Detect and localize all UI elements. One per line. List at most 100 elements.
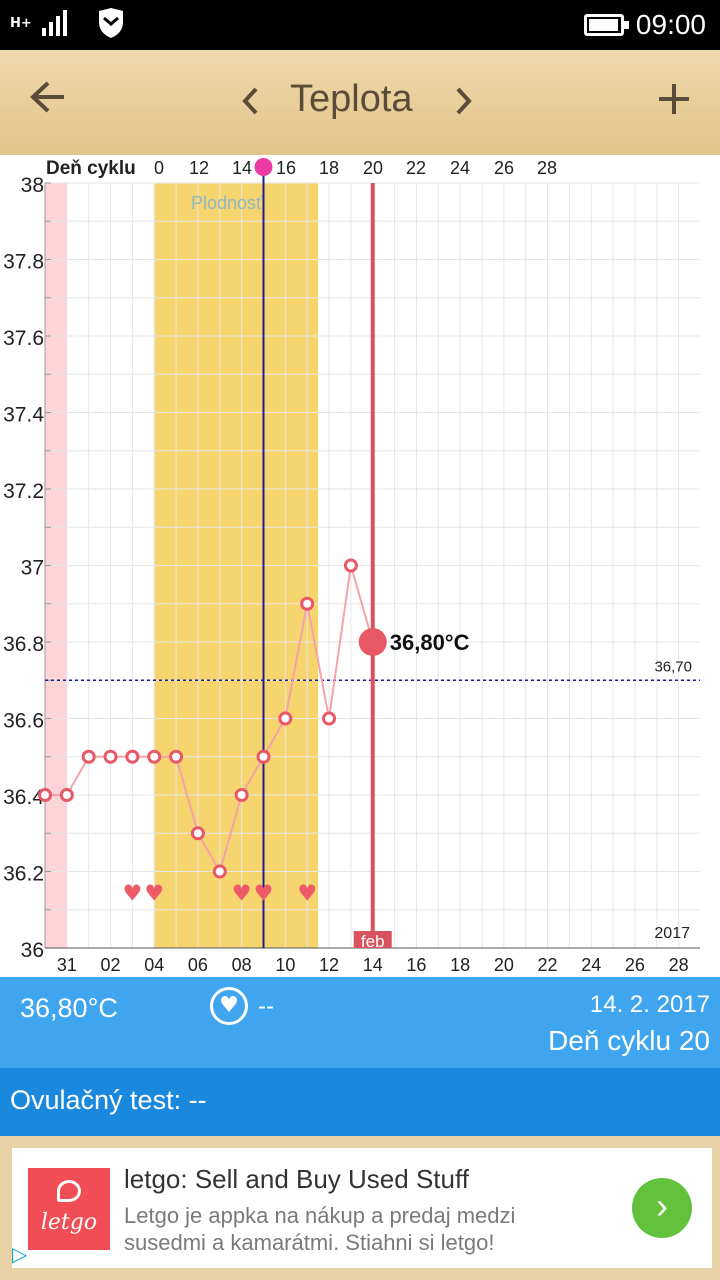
cycle-tick-label: 14	[232, 158, 252, 178]
intercourse-heart-icon: ♥	[232, 882, 252, 907]
intercourse-heart-icon: ♥	[123, 882, 143, 907]
logo-mark-icon	[57, 1180, 81, 1202]
x-tick-label: 14	[363, 955, 383, 975]
temperature-point	[278, 711, 293, 726]
chart-svg[interactable]: 36 36.2 36.4 36.6 36.8 37 37.2 37.4 37.6 37.8 38 31…	[0, 155, 720, 977]
temperature-point	[234, 788, 249, 802]
x-tick-label: 06	[188, 955, 208, 975]
y-tick-label: 37.8	[3, 251, 44, 274]
temperature-line	[45, 565, 374, 875]
selected-point	[358, 628, 387, 656]
y-tick-label: 37.4	[3, 404, 44, 427]
ovulation-marker	[254, 158, 273, 176]
ovulation-test-bar[interactable]: Ovulačný test: --	[0, 1068, 720, 1136]
x-tick-label: 20	[494, 955, 514, 975]
temperature-point	[38, 788, 52, 802]
cycle-tick-label: 22	[406, 158, 426, 178]
status-icons: H+	[10, 8, 126, 38]
coverline-label: 36,70	[654, 658, 692, 675]
cycle-tick-label: 12	[189, 158, 209, 178]
temperature-point	[147, 749, 162, 764]
temperature-point	[125, 749, 140, 764]
intercourse-heart-icon: ♥	[297, 882, 317, 907]
toolbar: Teplota	[0, 50, 720, 155]
y-tick-label: 36.4	[3, 786, 44, 809]
intercourse-heart-icon: ♥	[144, 882, 164, 907]
y-tick-label: 36.6	[3, 710, 44, 733]
y-tick-label: 37	[21, 557, 44, 580]
x-tick-label: 24	[581, 955, 601, 975]
chevron-right-icon	[456, 87, 472, 115]
x-tick-label: 16	[406, 955, 426, 975]
x-tick-label: 10	[275, 955, 295, 975]
temperature-point	[169, 749, 184, 764]
ad-title: letgo: Sell and Buy Used Stuff	[124, 1164, 469, 1194]
temperature-chart[interactable]: 36 36.2 36.4 36.6 36.8 37 37.2 37.4 37.6 37.8 38 31…	[0, 155, 720, 977]
selected-point-label: 36,80°C	[390, 630, 470, 655]
year-label: 2017	[654, 925, 690, 942]
ovulation-test-text: Ovulačný test: --	[10, 1085, 207, 1115]
back-button[interactable]	[30, 78, 66, 122]
temperature-point	[103, 749, 118, 764]
cycle-tick-label: 0	[154, 158, 164, 178]
next-button[interactable]	[454, 82, 474, 126]
ad-description: Letgo je appka na nákup a predaj medzi s…	[124, 1203, 516, 1255]
add-button[interactable]	[658, 76, 690, 120]
y-tick-label: 38	[21, 174, 44, 197]
adchoices-icon[interactable]: ▷	[12, 1242, 28, 1266]
prev-button[interactable]	[240, 82, 260, 126]
selected-date: 14. 2. 2017	[589, 991, 710, 1018]
intercourse-heart-icon: ♥	[254, 882, 274, 907]
heart-icon: ♥	[210, 987, 248, 1025]
intercourse-value: --	[258, 993, 274, 1020]
plus-icon	[659, 84, 689, 114]
page-title: Teplota	[290, 78, 413, 120]
status-bar: H+ 09:00	[0, 0, 720, 50]
x-tick-label: 31	[57, 955, 77, 975]
cycle-tick-label: 20	[363, 158, 383, 178]
cycle-tick-label: 26	[494, 158, 514, 178]
y-tick-label: 36.2	[3, 863, 44, 886]
temperature-point	[190, 826, 205, 841]
ad-banner[interactable]: letgo letgo: Sell and Buy Used Stuff Let…	[12, 1148, 712, 1268]
temperature-point	[343, 558, 358, 573]
temperature-point	[81, 749, 96, 764]
y-tick-label: 36.8	[3, 633, 44, 656]
x-tick-label: 28	[669, 955, 689, 975]
x-tick-label: 26	[625, 955, 645, 975]
temperature-point	[212, 864, 227, 879]
temperature-point	[300, 596, 315, 611]
x-tick-label: 18	[450, 955, 470, 975]
arrow-left-icon	[30, 81, 64, 113]
fertile-label: Plodnosť	[191, 193, 263, 213]
selected-temperature: 36,80°C	[20, 993, 118, 1023]
chevron-right-icon: ›	[656, 1185, 668, 1226]
x-tick-label: 08	[232, 955, 252, 975]
x-tick-label: 12	[319, 955, 339, 975]
signal-icon	[42, 10, 67, 36]
cycle-tick-label: 28	[537, 158, 557, 178]
cycle-tick-label: 18	[319, 158, 339, 178]
ad-open-button[interactable]: ›	[632, 1178, 692, 1238]
cycle-tick-label: 24	[450, 158, 470, 178]
cycle-day: Deň cyklu 20	[548, 1025, 710, 1056]
x-tick-label: 04	[144, 955, 164, 975]
temperature-point	[256, 749, 271, 764]
cycle-tick-label: 16	[276, 158, 296, 178]
network-type: H+	[10, 15, 32, 31]
logo-text: letgo	[40, 1210, 98, 1235]
letgo-logo: letgo	[28, 1168, 110, 1250]
month-label-bg	[353, 931, 392, 948]
y-tick-label: 37.2	[3, 480, 44, 503]
x-tick-label: 02	[101, 955, 121, 975]
info-bar[interactable]: 36,80°C ♥ -- 14. 2. 2017 Deň cyklu 20	[0, 977, 720, 1068]
y-tick-label: 36	[21, 939, 44, 962]
chevron-left-icon	[242, 87, 258, 115]
month-label: feb	[361, 932, 385, 951]
x-tick-label: 22	[538, 955, 558, 975]
battery-level	[589, 19, 618, 31]
temperature-point	[322, 711, 337, 726]
clock: 09:00	[635, 9, 706, 40]
battery-icon	[584, 14, 629, 36]
shield-icon	[99, 8, 123, 38]
